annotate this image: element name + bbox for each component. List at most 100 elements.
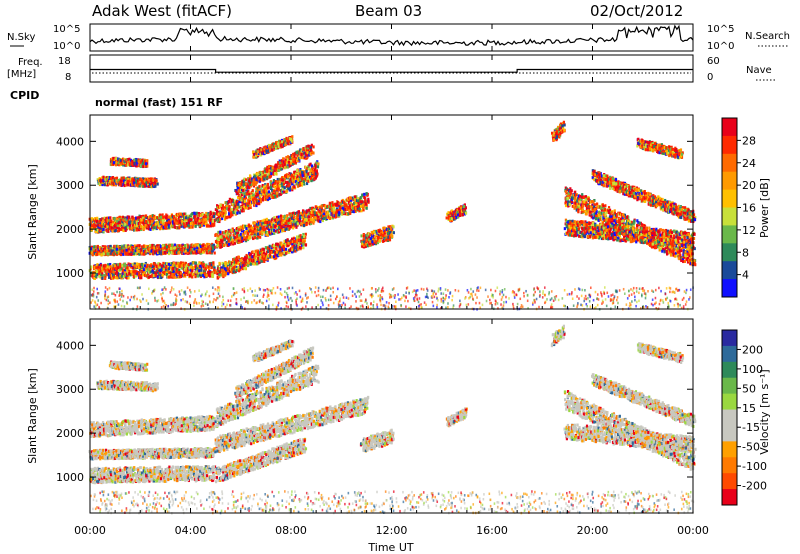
echo-cell [264,222,267,226]
echo-cell [218,220,221,224]
power-heatmap [88,120,697,311]
echo-cell [229,262,232,266]
echo-cell [237,234,241,238]
echo-cell [220,244,224,248]
echo-cell [295,223,298,227]
echo-cell [140,263,143,267]
echo-cell [165,262,169,266]
echo-cell [158,250,161,254]
echo-cell [234,209,237,213]
echo-cell [295,248,299,252]
echo-cell [147,272,150,276]
echo-cell [168,271,171,275]
echo-cell [119,221,122,225]
echo-cell [292,224,295,228]
echo-cell [200,268,203,272]
echo-cell [280,217,283,221]
echo-cell [228,205,231,209]
echo-cell [110,162,113,166]
echo-cell [202,265,205,269]
echo-cell [228,199,231,203]
echo-cell [185,251,188,255]
echo-cell [140,251,144,255]
echo-cell [225,236,229,240]
echo-cell [273,257,276,261]
echo-cell [161,273,165,277]
echo-cell [298,236,301,240]
echo-cell [149,214,152,218]
echo-cell [324,205,327,209]
echo-cell [314,218,317,222]
echo-cell [113,272,117,276]
echo-cell [133,269,136,273]
echo-cell [158,224,161,228]
echo-cell [112,249,115,253]
echo-cell [268,228,271,232]
echo-cell [340,199,343,203]
echo-cell [121,264,124,268]
echo-cell [211,249,214,253]
echo-cell [131,262,134,266]
echo-cell [112,270,115,274]
echo-cell [165,272,169,276]
echo-cell [203,269,206,273]
echo-cell [117,161,121,165]
echo-cell [172,217,175,221]
echo-cell [262,247,265,251]
echo-cell [349,198,353,202]
echo-cell [223,206,226,210]
echo-cell [326,210,330,214]
echo-cell [175,251,178,255]
echo-cell [260,249,263,253]
echo-cell [221,212,224,216]
echo-cell [266,233,269,237]
echo-cell [364,202,368,206]
echo-cell [106,268,109,272]
echo-cell [130,248,133,252]
echo-cell [245,256,248,260]
echo-cell [134,274,137,278]
echo-cell [147,183,150,187]
echo-cell [129,273,132,277]
echo-cell [103,274,106,278]
echo-cell [302,232,305,236]
echo-cell [212,263,215,267]
echo-cell [153,214,156,218]
echo-cell [138,276,142,280]
echo-cell [101,176,104,180]
echo-cell [256,251,260,255]
echo-cell [98,226,101,230]
echo-cell [112,275,115,279]
echo-cell [314,216,317,220]
echo-cell [158,271,162,275]
echo-cell [158,244,161,248]
echo-cell [123,263,126,267]
echo-cell [185,221,188,225]
echo-cell [143,222,146,226]
echo-cell [290,218,293,222]
echo-cell [248,258,251,262]
echo-cell [277,226,281,230]
echo-cell [299,215,302,219]
echo-cell [237,205,241,209]
echo-cell [158,252,162,256]
echo-cell [122,179,126,183]
echo-cell [119,253,123,257]
echo-cell [143,245,146,249]
echo-cell [292,239,296,243]
echo-cell [98,265,102,269]
echo-cell [238,211,241,215]
echo-cell [149,270,152,274]
echo-cell [102,230,105,234]
echo-cell [322,211,325,215]
echo-cell [354,198,357,202]
echo-cell [205,215,208,219]
echo-cell [277,215,280,219]
echo-cell [335,209,338,213]
echo-cell [167,220,171,224]
echo-cell [243,199,247,203]
echo-cell [132,217,135,221]
echo-cell [203,275,206,279]
echo-cell [335,211,338,215]
echo-cell [156,182,159,186]
